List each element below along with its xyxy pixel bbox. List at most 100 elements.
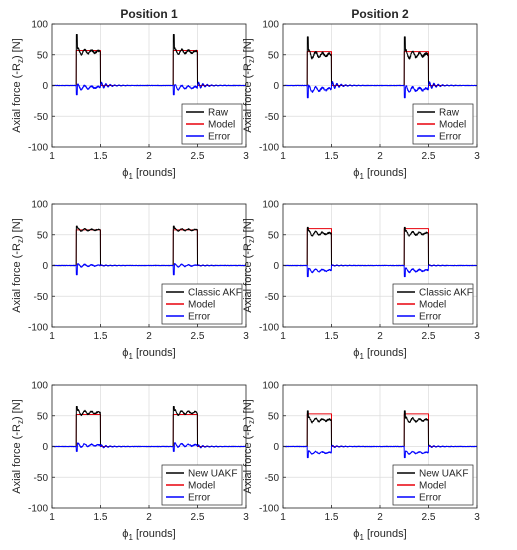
x-tick-label: 2 bbox=[146, 151, 152, 162]
y-axis-label: Axial force (-Rz) [N] bbox=[242, 38, 256, 132]
y-tick-label: 50 bbox=[37, 411, 49, 422]
y-tick-label: -50 bbox=[265, 473, 280, 484]
legend-entry: Model bbox=[208, 120, 235, 131]
legend-entry: Model bbox=[188, 481, 215, 492]
x-tick-label: 2 bbox=[377, 331, 383, 342]
y-tick-label: 100 bbox=[262, 200, 279, 211]
subplot-5: 1 1.5 2 2.5 3 100 50 0 -50 -100 ϕ1 [rounds] Axial f… bbox=[11, 381, 249, 543]
subplot-4: 1 1.5 2 2.5 3 100 50 0 -50 -100 ϕ1 [rounds] Axial f… bbox=[242, 200, 480, 362]
y-tick-label: -100 bbox=[28, 323, 48, 334]
y-axis-label: Axial force (-Rz) [N] bbox=[11, 218, 25, 312]
x-axis-label: ϕ1 [rounds] bbox=[122, 167, 175, 181]
series-group bbox=[52, 406, 246, 452]
y-tick-label: 100 bbox=[31, 20, 48, 31]
x-tick-label: 1 bbox=[49, 151, 55, 162]
legend-entry: Model bbox=[419, 300, 446, 311]
x-tick-label: 1 bbox=[280, 512, 286, 523]
y-axis-label: Axial force (-Rz) [N] bbox=[242, 218, 256, 312]
legend-entry: Error bbox=[419, 493, 442, 504]
legend-entry: New UAKF bbox=[419, 469, 468, 480]
subplot-6: 1 1.5 2 2.5 3 100 50 0 -50 -100 ϕ1 [rounds] Axial f… bbox=[242, 381, 480, 543]
legend-entry: Model bbox=[419, 481, 446, 492]
x-axis-label: ϕ1 [rounds] bbox=[353, 528, 406, 542]
x-tick-label: 2.5 bbox=[191, 151, 205, 162]
y-tick-label: 50 bbox=[268, 411, 280, 422]
y-tick-label: 0 bbox=[273, 261, 279, 272]
y-tick-label: 100 bbox=[262, 20, 279, 31]
y-axis-label: Axial force (-Rz) [N] bbox=[242, 399, 256, 493]
x-tick-label: 2 bbox=[377, 151, 383, 162]
x-tick-label: 1.5 bbox=[94, 331, 108, 342]
series-line-error bbox=[283, 81, 477, 99]
y-tick-label: 100 bbox=[31, 200, 48, 211]
legend-entry: Raw bbox=[439, 108, 460, 119]
x-tick-label: 1 bbox=[280, 331, 286, 342]
legend-entry: Error bbox=[439, 132, 462, 143]
legend-entry: New UAKF bbox=[188, 469, 237, 480]
x-tick-label: 3 bbox=[243, 151, 249, 162]
y-tick-label: 50 bbox=[37, 50, 49, 61]
legend-entry: Raw bbox=[208, 108, 229, 119]
x-tick-label: 1 bbox=[49, 512, 55, 523]
y-tick-label: -50 bbox=[265, 292, 280, 303]
y-tick-label: -50 bbox=[34, 292, 49, 303]
legend-entry: Model bbox=[439, 120, 466, 131]
y-tick-label: 50 bbox=[268, 50, 280, 61]
y-tick-label: 0 bbox=[42, 442, 48, 453]
column-title-position-1: Position 1 bbox=[120, 7, 178, 21]
x-tick-label: 1 bbox=[49, 331, 55, 342]
y-tick-label: -100 bbox=[259, 504, 279, 515]
x-tick-label: 1.5 bbox=[325, 331, 339, 342]
legend-entry: Error bbox=[188, 493, 211, 504]
x-tick-label: 3 bbox=[243, 331, 249, 342]
series-group bbox=[283, 36, 477, 99]
y-tick-label: -50 bbox=[34, 473, 49, 484]
y-tick-label: 0 bbox=[42, 81, 48, 92]
x-tick-label: 1.5 bbox=[325, 151, 339, 162]
x-axis-label: ϕ1 [rounds] bbox=[122, 347, 175, 361]
column-title-position-2: Position 2 bbox=[351, 7, 409, 21]
y-tick-label: 50 bbox=[37, 230, 49, 241]
series-group bbox=[283, 410, 477, 459]
subplot-1: 1 1.5 2 2.5 3 100 50 0 -50 -100 ϕ1 [rounds] Axial f… bbox=[11, 20, 249, 182]
x-tick-label: 2.5 bbox=[191, 331, 205, 342]
y-tick-label: 0 bbox=[273, 81, 279, 92]
legend-entry: Model bbox=[188, 300, 215, 311]
x-tick-label: 2.5 bbox=[422, 331, 436, 342]
legend-entry: Error bbox=[208, 132, 231, 143]
x-axis-label: ϕ1 [rounds] bbox=[353, 347, 406, 361]
series-group bbox=[283, 226, 477, 278]
y-tick-label: 100 bbox=[262, 381, 279, 392]
y-tick-label: 0 bbox=[273, 442, 279, 453]
x-tick-label: 2.5 bbox=[422, 151, 436, 162]
x-tick-label: 1.5 bbox=[94, 512, 108, 523]
series-line-error bbox=[52, 442, 246, 452]
x-tick-label: 2.5 bbox=[422, 512, 436, 523]
series-group bbox=[52, 33, 246, 96]
y-tick-label: -100 bbox=[259, 323, 279, 334]
series-group bbox=[52, 225, 246, 276]
x-tick-label: 1.5 bbox=[325, 512, 339, 523]
y-tick-label: 100 bbox=[31, 381, 48, 392]
x-tick-label: 2 bbox=[377, 512, 383, 523]
y-tick-label: -50 bbox=[265, 112, 280, 123]
x-axis-label: ϕ1 [rounds] bbox=[353, 167, 406, 181]
legend-entry: Error bbox=[419, 312, 442, 323]
subplot-2: 1 1.5 2 2.5 3 100 50 0 -50 -100 ϕ1 [rounds] Axial f… bbox=[242, 20, 480, 182]
y-tick-label: -50 bbox=[34, 112, 49, 123]
x-tick-label: 2.5 bbox=[191, 512, 205, 523]
x-tick-label: 3 bbox=[474, 331, 480, 342]
x-tick-label: 1.5 bbox=[94, 151, 108, 162]
legend-entry: Classic AKF bbox=[419, 288, 473, 299]
y-tick-label: 0 bbox=[42, 261, 48, 272]
x-tick-label: 1 bbox=[280, 151, 286, 162]
series-line-error bbox=[283, 264, 477, 278]
y-tick-label: -100 bbox=[28, 143, 48, 154]
x-tick-label: 3 bbox=[474, 151, 480, 162]
y-axis-label: Axial force (-Rz) [N] bbox=[11, 399, 25, 493]
